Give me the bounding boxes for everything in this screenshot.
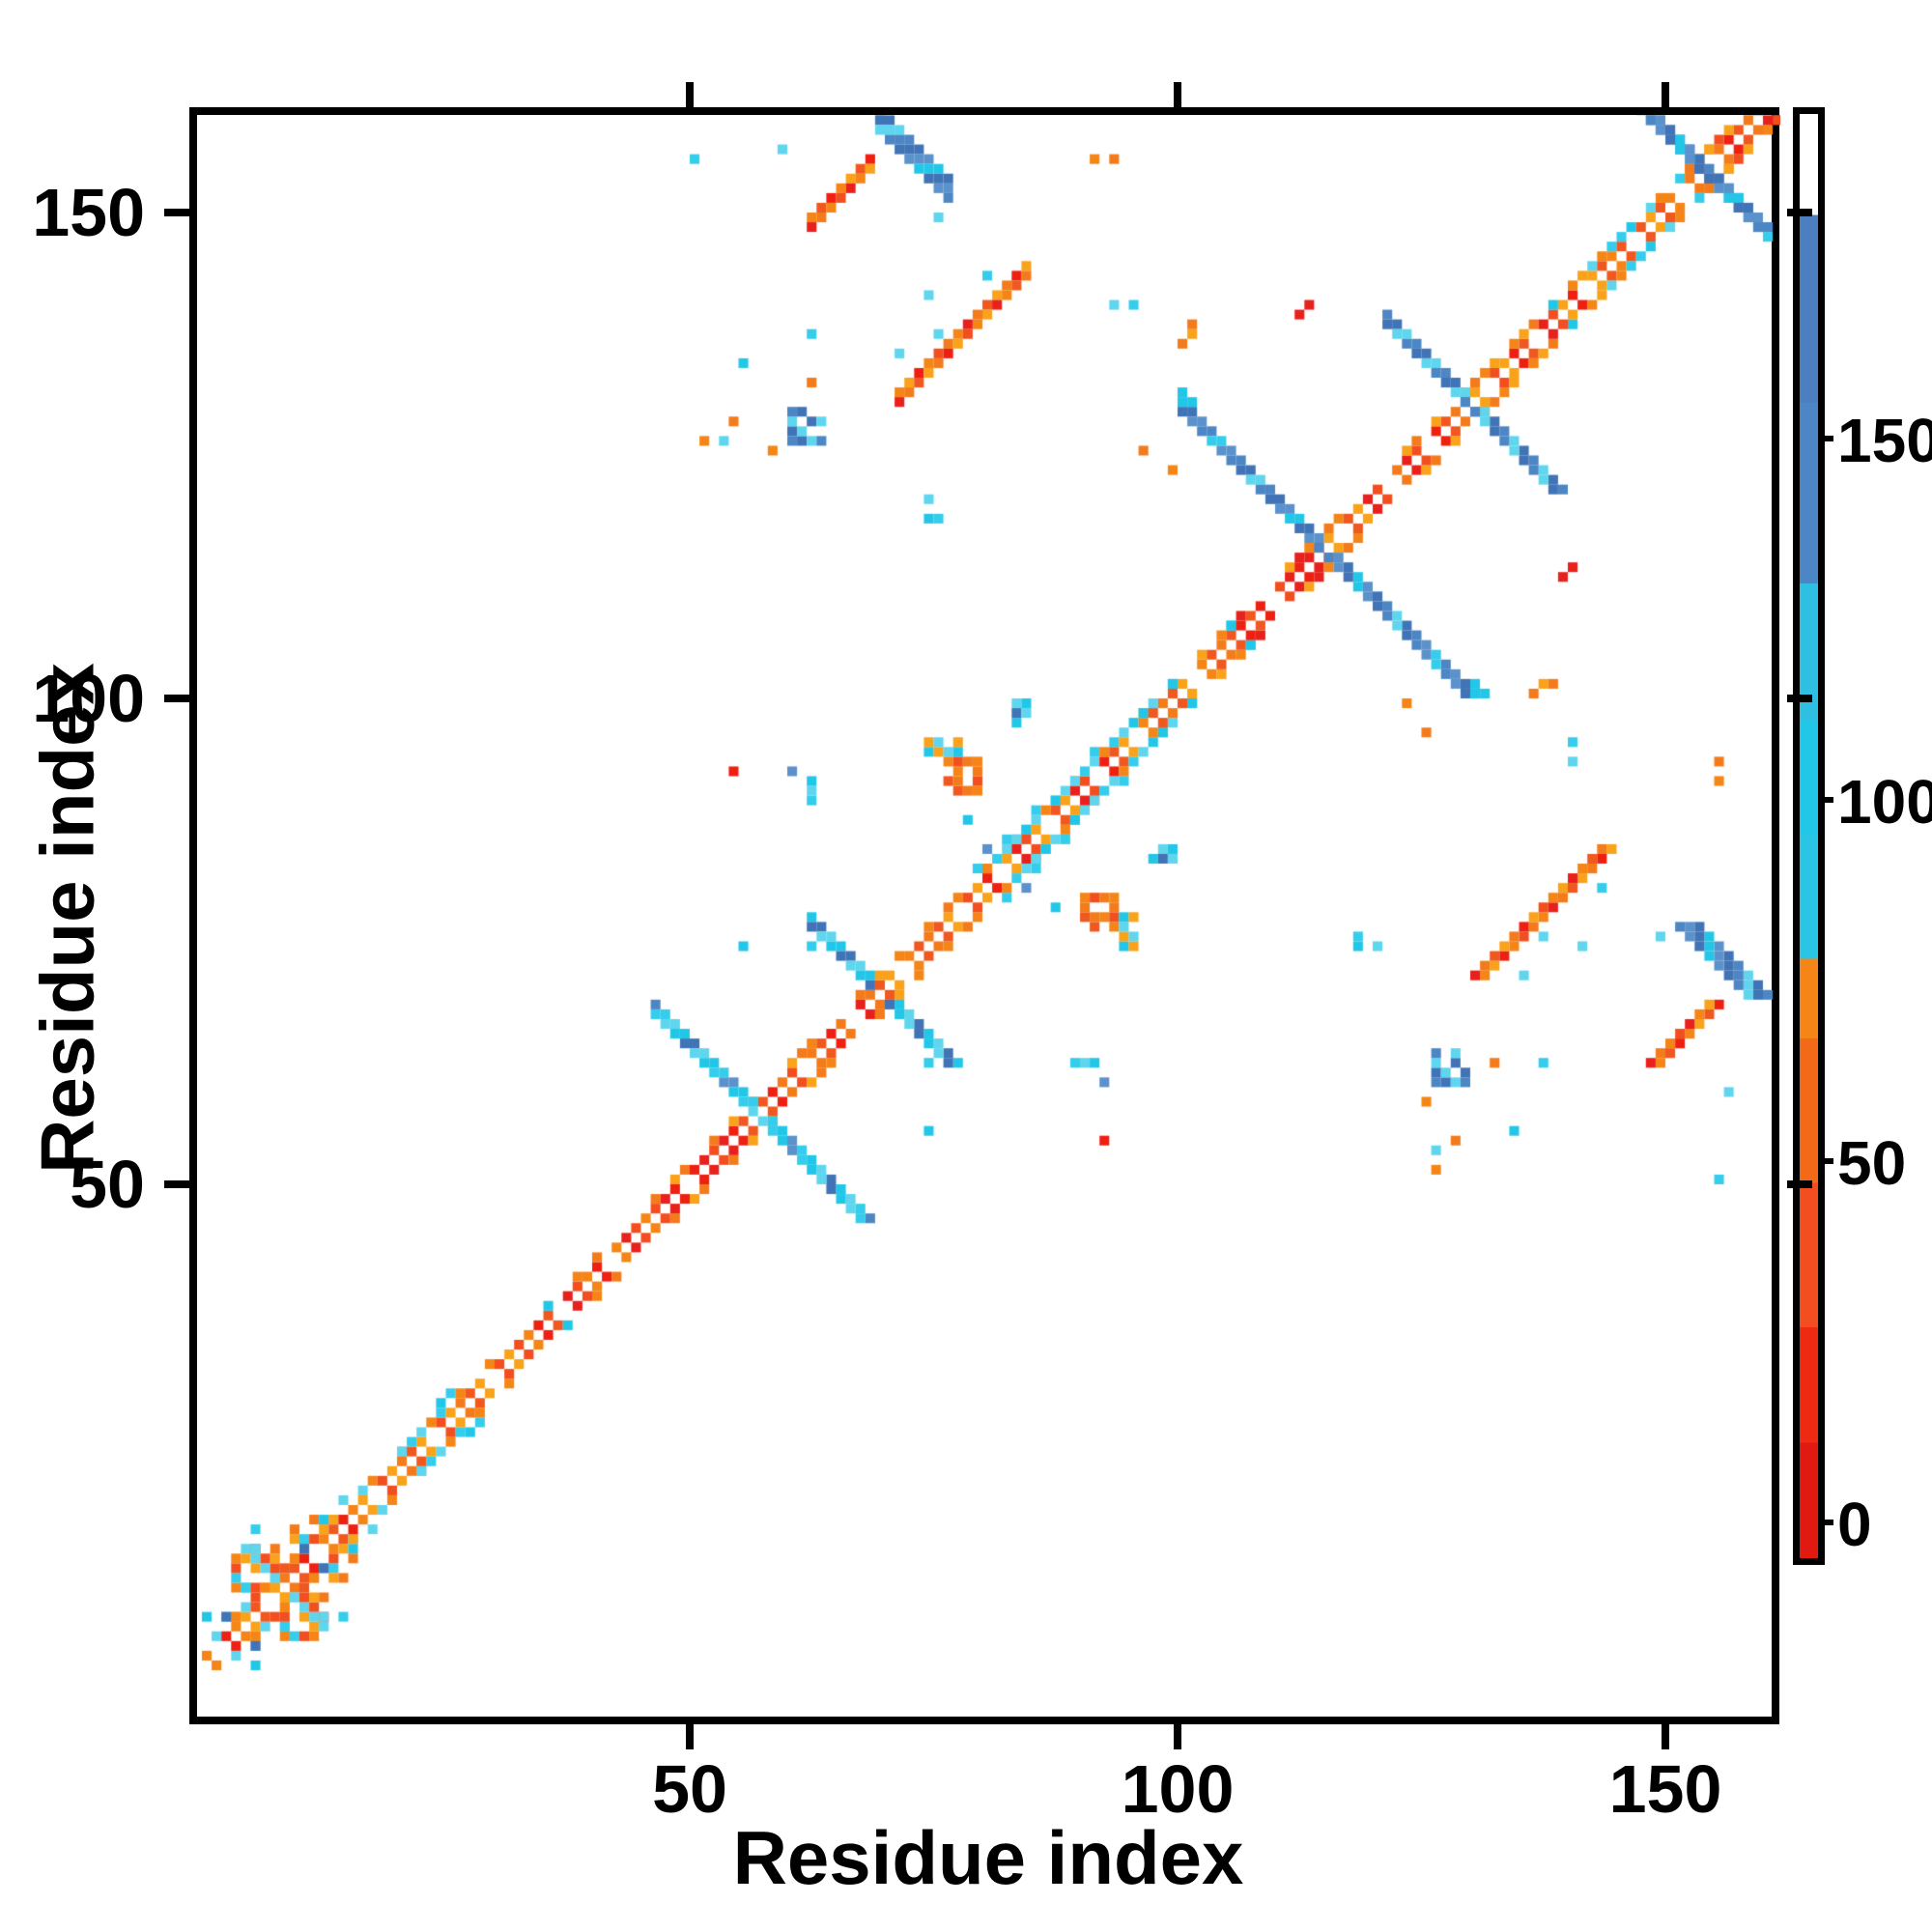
colorbar-gradient — [1800, 114, 1818, 1558]
colorbar-tick-label: 50 — [1837, 1127, 1907, 1198]
contact-map-canvas — [197, 115, 1780, 1725]
x-axis-title: Residue index — [732, 1815, 1244, 1900]
x-tick-label: 50 — [652, 1751, 727, 1827]
y-axis-tick — [164, 695, 189, 702]
colorbar-tick — [1818, 1519, 1833, 1525]
x-axis-tick — [686, 1724, 694, 1749]
colorbar-tick — [1818, 1157, 1833, 1164]
x-tick-label: 100 — [1121, 1751, 1235, 1827]
x-axis-top-tick — [1662, 82, 1669, 107]
y-axis-tick — [164, 209, 189, 216]
x-axis-top-tick — [1174, 82, 1181, 107]
y-tick-label: 150 — [32, 175, 145, 250]
colorbar — [1793, 107, 1825, 1565]
y-axis-tick — [164, 1180, 189, 1188]
y-axis-title: Residue index — [24, 663, 110, 1174]
x-tick-label: 150 — [1608, 1751, 1722, 1827]
y-axis-right-tick — [1787, 1180, 1812, 1188]
y-tick-label: 100 — [32, 661, 145, 736]
x-axis-tick — [1662, 1724, 1669, 1749]
y-tick-label: 50 — [70, 1147, 145, 1222]
plot-area — [189, 107, 1780, 1725]
colorbar-tick — [1818, 436, 1833, 442]
y-axis-right-tick — [1787, 209, 1812, 216]
y-axis-right-tick — [1787, 695, 1812, 702]
x-axis-top-tick — [686, 82, 694, 107]
colorbar-tick-label: 150 — [1837, 406, 1932, 476]
colorbar-tick-label: 100 — [1837, 767, 1932, 838]
colorbar-tick — [1818, 797, 1833, 804]
x-axis-tick — [1174, 1724, 1181, 1749]
colorbar-tick-label: 0 — [1837, 1489, 1872, 1559]
